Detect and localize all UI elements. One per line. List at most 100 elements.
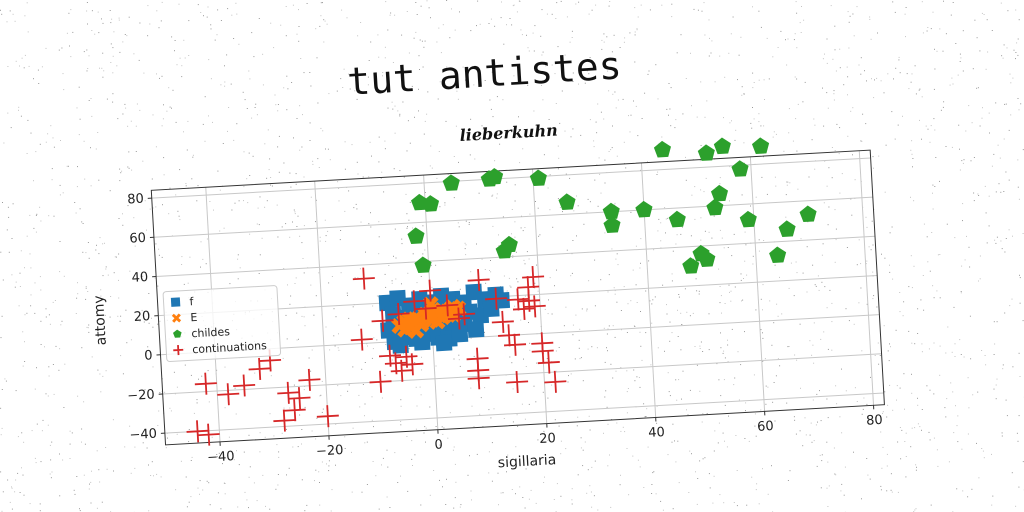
noise-dot [362, 176, 364, 178]
noise-dot [1005, 171, 1007, 173]
noise-dot [438, 151, 440, 152]
noise-dot [490, 108, 492, 110]
noise-dot [702, 351, 704, 352]
noise-dot [329, 349, 331, 351]
noise-dot [743, 93, 745, 95]
noise-dot [492, 194, 494, 196]
noise-dot [1018, 352, 1020, 354]
noise-dot [831, 349, 833, 351]
noise-dot [500, 492, 502, 494]
noise-dot [686, 311, 688, 313]
noise-dot [656, 405, 658, 407]
noise-dot [420, 504, 422, 506]
noise-dot [318, 167, 320, 168]
noise-dot [831, 147, 833, 148]
noise-dot [580, 134, 582, 136]
noise-dot [525, 366, 527, 367]
noise-dot [850, 198, 852, 200]
noise-dot [255, 103, 257, 105]
noise-dot [606, 347, 607, 349]
noise-dot [554, 419, 556, 421]
noise-dot [9, 10, 11, 12]
noise-dot [675, 243, 677, 245]
noise-dot [401, 283, 402, 285]
x-tick-label: −20 [316, 443, 344, 460]
noise-dot [973, 157, 975, 158]
noise-dot [161, 256, 163, 258]
noise-dot [227, 130, 228, 132]
noise-dot [847, 76, 849, 78]
noise-dot [969, 315, 971, 317]
noise-dot [590, 491, 592, 493]
noise-dot [558, 347, 560, 348]
noise-dot [847, 11, 849, 13]
noise-dot [850, 110, 852, 112]
data-point-continuations [352, 267, 375, 290]
data-point-childes [635, 200, 653, 218]
noise-dot [744, 331, 745, 333]
noise-dot [87, 327, 89, 329]
noise-dot [730, 290, 732, 292]
noise-dot [283, 268, 285, 269]
noise-dot [7, 206, 9, 208]
noise-dot [882, 411, 884, 413]
noise-dot [262, 474, 264, 476]
noise-dot [921, 96, 923, 98]
noise-dot [609, 454, 610, 456]
noise-dot [390, 12, 392, 14]
noise-dot [382, 457, 384, 459]
noise-dot [393, 356, 395, 358]
noise-dot [839, 48, 841, 50]
noise-dot [794, 354, 796, 356]
noise-dot [246, 108, 248, 109]
noise-dot [976, 442, 977, 444]
noise-dot [262, 53, 264, 55]
noise-dot [873, 295, 875, 297]
noise-dot [713, 215, 715, 217]
noise-dot [186, 149, 188, 151]
noise-dot [170, 410, 172, 412]
noise-dot [52, 364, 54, 365]
data-point-continuations [544, 370, 567, 393]
noise-dot [995, 242, 997, 244]
noise-dot [14, 286, 16, 288]
noise-dot [944, 407, 946, 409]
noise-dot [60, 140, 61, 141]
data-point-childes [421, 195, 440, 212]
noise-dot [955, 405, 956, 407]
noise-dot [981, 117, 983, 119]
noise-dot [210, 78, 212, 80]
noise-dot [59, 184, 61, 186]
noise-dot [24, 54, 26, 56]
noise-dot [516, 278, 518, 280]
noise-dot [378, 236, 380, 238]
noise-dot [775, 185, 777, 187]
noise-dot [293, 384, 295, 386]
noise-dot [384, 57, 386, 59]
noise-dot [273, 47, 275, 49]
noise-dot [41, 430, 43, 432]
noise-dot [978, 477, 980, 479]
noise-dot [820, 338, 822, 340]
noise-dot [915, 464, 917, 466]
noise-dot [174, 50, 175, 52]
noise-dot [651, 322, 653, 324]
noise-dot [78, 134, 80, 136]
noise-dot [79, 208, 81, 210]
noise-dot [993, 321, 995, 323]
noise-dot [139, 109, 141, 111]
noise-dot [409, 142, 411, 144]
noise-dot [752, 72, 754, 74]
noise-dot [979, 125, 981, 127]
noise-dot [970, 358, 972, 360]
noise-dot [95, 249, 97, 251]
noise-dot [921, 409, 923, 410]
noise-dot [542, 80, 544, 82]
noise-dot [247, 202, 249, 204]
noise-dot [803, 19, 805, 21]
noise-dot [110, 22, 112, 24]
noise-dot [490, 260, 491, 261]
noise-dot [901, 429, 903, 431]
noise-dot [366, 484, 368, 485]
noise-dot [698, 293, 700, 295]
